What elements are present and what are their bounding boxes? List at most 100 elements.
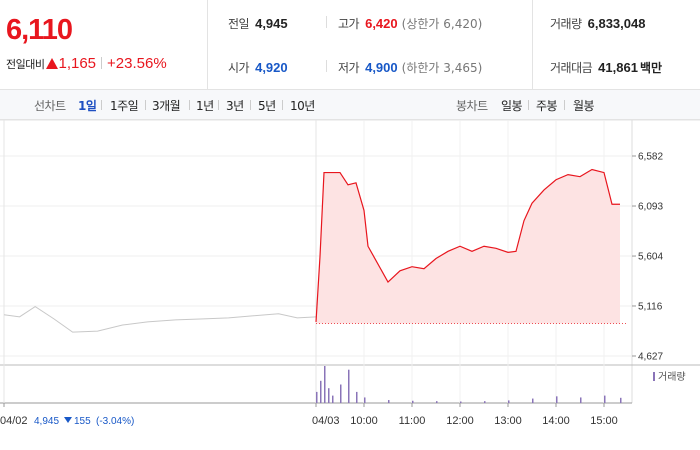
x-tick-label: 12:00 <box>446 415 474 427</box>
period-1week[interactable]: 1주일 <box>110 99 139 113</box>
period-1day[interactable]: 1일 <box>78 99 97 113</box>
footer-rate: (-3.04%) <box>96 416 134 427</box>
today-area <box>316 169 620 324</box>
divider <box>282 100 283 110</box>
y-tick-label: 6,582 <box>638 152 663 163</box>
lower-limit: (하한가 3,465) <box>401 61 483 75</box>
volume-bar <box>436 401 438 403</box>
period-10year[interactable]: 10년 <box>290 99 315 113</box>
low-value: 4,900 <box>365 60 398 75</box>
volume-bar <box>412 400 414 403</box>
x-tick-label: 04/03 <box>312 415 340 427</box>
current-price-box: 6,110 전일대비 1,165 +23.56% <box>0 0 208 90</box>
volume-value: 6,833,048 <box>587 16 646 31</box>
volume-bar <box>356 391 358 403</box>
volume-bar <box>460 401 462 403</box>
divider <box>528 100 529 110</box>
volume-bar <box>320 380 322 403</box>
x-tick-label: 13:00 <box>494 415 522 427</box>
volume-legend: 거래량 <box>653 371 686 383</box>
volume-bar <box>316 391 318 403</box>
divider <box>326 60 327 72</box>
prev-close-value: 4,945 <box>255 16 288 31</box>
open-stat: 시가 4,920 <box>228 59 288 76</box>
period-5year[interactable]: 5년 <box>258 99 276 113</box>
x-tick-label: 10:00 <box>350 415 378 427</box>
current-price: 6,110 <box>6 14 73 46</box>
price-lines <box>3 168 620 333</box>
volume-bars <box>316 366 622 403</box>
y-tick-label: 5,116 <box>638 301 663 312</box>
upper-limit: (상한가 6,420) <box>401 17 483 31</box>
open-label: 시가 <box>228 61 250 75</box>
divider <box>218 100 219 110</box>
divider <box>250 100 251 110</box>
x-tick-label: 14:00 <box>542 415 570 427</box>
price-summary: 6,110 전일대비 1,165 +23.56% 전일 4,945 고가 6,420 (상… <box>0 0 700 90</box>
candle-monthly[interactable]: 월봉 <box>573 99 595 113</box>
intraday-chart[interactable]: 6,582 6,093 5,604 5,116 4,627 04/02 04/03 10:0… <box>0 120 700 450</box>
y-axis-ticks: 6,582 6,093 5,604 5,116 4,627 <box>638 152 663 363</box>
volume-legend-swatch <box>653 372 655 381</box>
prev-day-line <box>3 305 317 333</box>
divider <box>564 100 565 110</box>
amount-value: 41,861 <box>598 60 638 75</box>
divider <box>326 16 327 28</box>
divider <box>101 57 103 69</box>
footer-change: 155 <box>74 416 91 427</box>
today-price-line <box>315 168 620 322</box>
y-tick-label: 6,093 <box>638 202 663 213</box>
volume-bar <box>364 397 366 403</box>
prev-close-label: 전일 <box>228 17 250 31</box>
volume-bar <box>388 400 390 403</box>
change-rate: +23.56% <box>107 55 167 72</box>
volume-bar <box>580 397 582 403</box>
line-chart-label: 선차트 <box>34 99 66 113</box>
up-triangle-icon <box>46 58 59 69</box>
candle-daily[interactable]: 일봉 <box>501 99 523 113</box>
volume-bar <box>508 400 510 403</box>
volume-bar <box>604 395 606 403</box>
volume-bar <box>324 366 326 403</box>
candle-chart-label: 봉차트 <box>456 99 488 113</box>
change-row: 전일대비 1,165 +23.56% <box>6 53 167 72</box>
x-tick-label: 15:00 <box>590 415 618 427</box>
candle-weekly[interactable]: 주봉 <box>536 99 558 113</box>
volume-bar <box>332 395 334 403</box>
high-value: 6,420 <box>365 16 398 31</box>
high-label: 고가 <box>338 17 360 31</box>
prev-close-stat: 전일 4,945 <box>228 15 288 32</box>
amount-unit: 백만 <box>639 61 663 75</box>
divider <box>189 100 190 110</box>
volume-bar <box>348 369 350 403</box>
x-axis-ticks: 04/02 04/03 10:00 11:00 12:00 13:00 14:00 15:00 <box>0 415 618 427</box>
volume-bar <box>340 384 342 403</box>
low-label: 저가 <box>338 61 360 75</box>
high-stat: 고가 6,420 (상한가 6,420) <box>338 15 482 32</box>
period-3year[interactable]: 3년 <box>226 99 244 113</box>
volume-bar <box>620 397 622 403</box>
change-value: 1,165 <box>58 55 97 72</box>
volume-legend-label: 거래량 <box>658 371 686 383</box>
amount-label: 거래대금 <box>550 61 593 75</box>
low-stat: 저가 4,900 (하한가 3,465) <box>338 59 482 76</box>
volume-stat: 거래량 6,833,048 <box>550 15 645 32</box>
period-1year[interactable]: 1년 <box>196 99 214 113</box>
divider <box>145 100 146 110</box>
y-tick-label: 5,604 <box>638 252 663 263</box>
divider <box>101 100 102 110</box>
volume-bar <box>532 398 534 403</box>
volume-label: 거래량 <box>550 17 582 31</box>
divider <box>532 0 533 90</box>
price-area <box>316 169 628 324</box>
y-tick-label: 4,627 <box>638 352 663 363</box>
volume-bar <box>484 401 486 403</box>
volume-bar <box>328 388 330 403</box>
period-3month[interactable]: 3개월 <box>152 99 181 113</box>
period-selector-bar: 선차트 1일 1주일 3개월 1년 3년 5년 10년 봉차트 일봉 주봉 월봉 <box>0 90 700 120</box>
open-value: 4,920 <box>255 60 288 75</box>
change-label: 전일대비 <box>6 58 45 71</box>
x-tick-label: 11:00 <box>399 415 426 427</box>
volume-bar <box>556 396 558 403</box>
